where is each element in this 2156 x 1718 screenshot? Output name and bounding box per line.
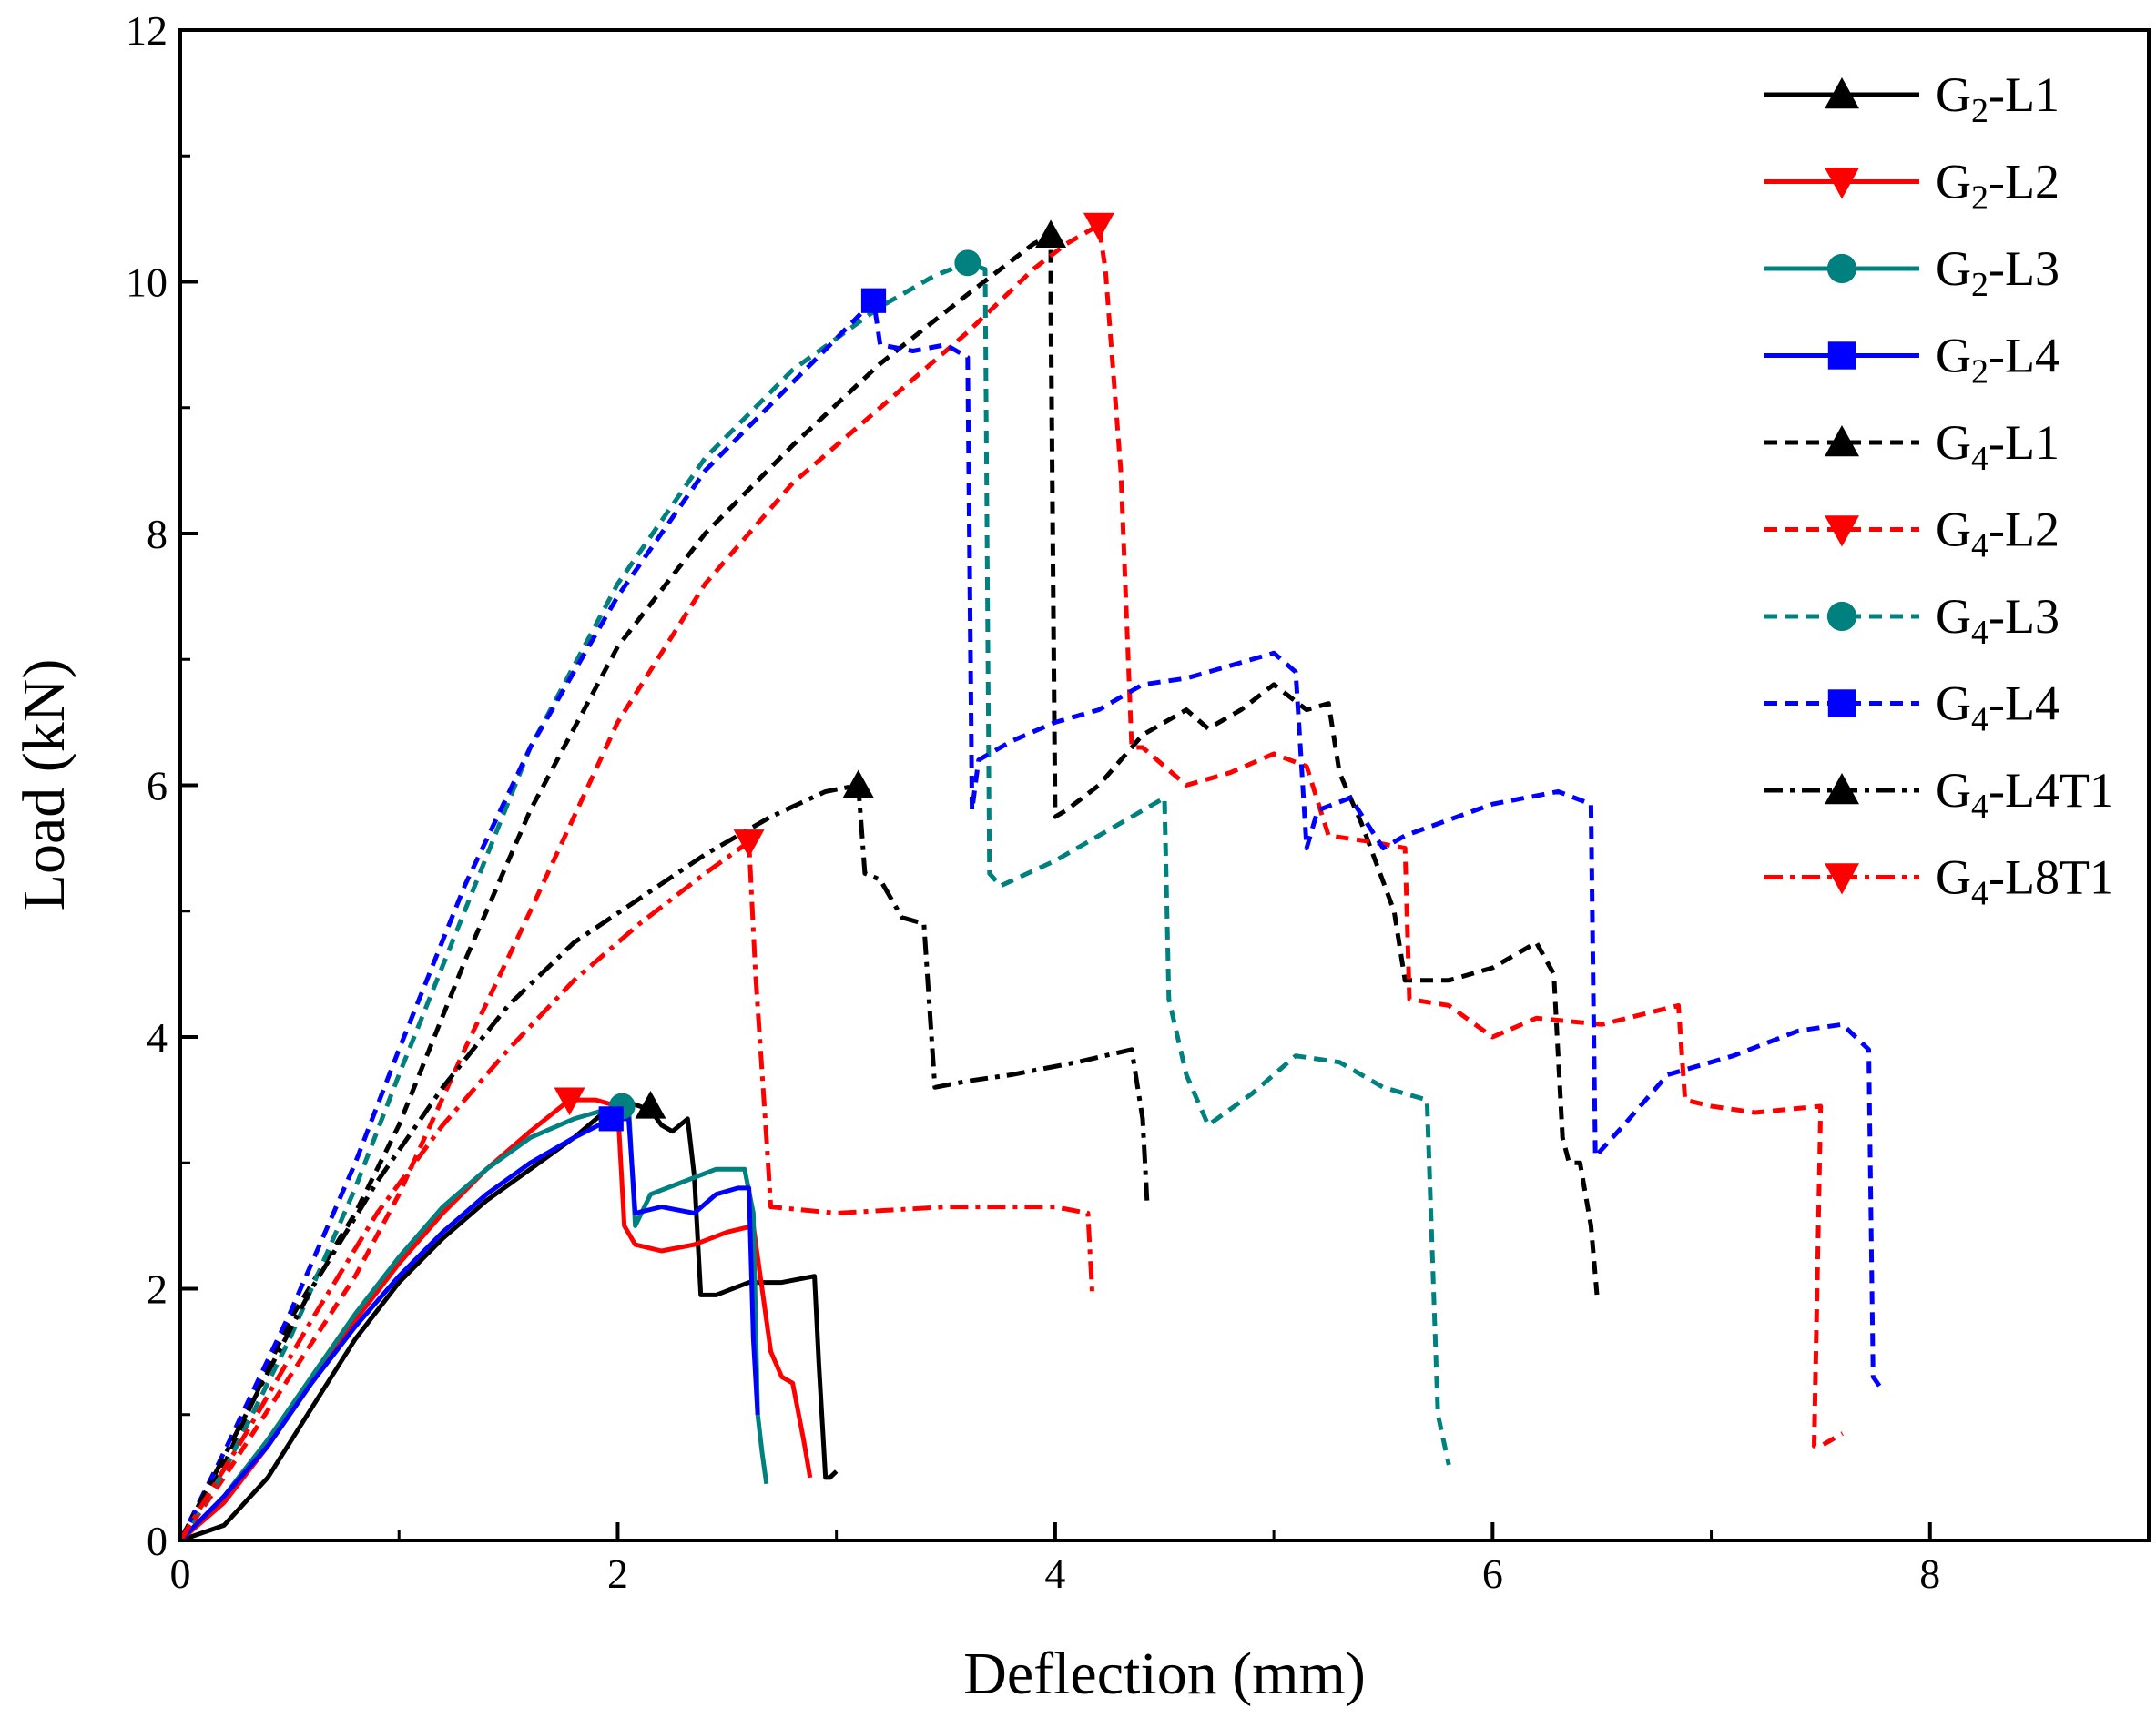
- series-line-g4-l3: [180, 260, 1451, 1540]
- series-marker-g2-l1: [635, 1091, 666, 1119]
- series-line-g2-l4: [180, 1116, 760, 1540]
- legend-item-g2-l1: G2-L1: [1764, 67, 2059, 130]
- y-tick-label: 6: [147, 763, 168, 809]
- legend-label: G4-L4: [1936, 676, 2059, 739]
- legend-label: G2-L2: [1936, 155, 2059, 218]
- series-line-g4-l2: [180, 222, 1844, 1540]
- x-tick-label: 8: [1919, 1550, 1940, 1597]
- x-tick-label: 6: [1482, 1550, 1503, 1597]
- y-axis-title: Load (kN): [11, 659, 77, 911]
- series-line-g4-l1: [180, 232, 1601, 1540]
- legend-marker: [1827, 689, 1856, 717]
- series-marker-g2-l4: [598, 1106, 624, 1132]
- legend-label: G2-L4: [1936, 329, 2059, 391]
- y-tick-label: 8: [147, 511, 168, 557]
- y-tick-label: 10: [126, 259, 168, 306]
- legend-label: G2-L3: [1936, 241, 2059, 304]
- legend-label: G4-L3: [1936, 589, 2059, 652]
- legend-item-g4-l1: G4-L1: [1764, 415, 2059, 478]
- legend-item-g4-l4t1: G4-L4T1: [1764, 763, 2114, 826]
- series-marker-g2-l2: [554, 1087, 585, 1116]
- series-marker-g4-l1: [1035, 219, 1067, 248]
- legend-item-g4-l8t1: G4-L8T1: [1764, 850, 2114, 913]
- legend-marker: [1825, 863, 1859, 895]
- legend-marker: [1825, 515, 1859, 547]
- legend-marker: [1825, 425, 1859, 457]
- legend-item-g4-l4: G4-L4: [1764, 676, 2059, 739]
- legend-item-g2-l4: G2-L4: [1764, 329, 2059, 391]
- legend-label: G4-L2: [1936, 503, 2059, 565]
- x-tick-label: 2: [607, 1550, 628, 1597]
- legend-marker: [1825, 77, 1859, 109]
- legend-label: G2-L1: [1936, 67, 2059, 130]
- x-tick-label: 0: [170, 1550, 191, 1597]
- y-tick-label: 0: [147, 1518, 168, 1564]
- y-tick-label: 2: [147, 1266, 168, 1313]
- legend-label: G4-L8T1: [1936, 850, 2114, 913]
- series-line-g2-l2: [180, 1097, 813, 1540]
- x-axis-title: Deflection (mm): [963, 1641, 1366, 1707]
- legend-item-g4-l3: G4-L3: [1764, 589, 2059, 652]
- series-marker-g4-l8t1: [733, 829, 765, 858]
- legend-item-g4-l2: G4-L2: [1764, 503, 2059, 565]
- legend-marker: [1826, 601, 1857, 632]
- legend-label: G4-L4T1: [1936, 763, 2114, 826]
- series-marker-g4-l3: [954, 249, 981, 277]
- x-tick-label: 4: [1044, 1550, 1065, 1597]
- series-marker-g4-l2: [1083, 212, 1114, 241]
- legend-label: G4-L1: [1936, 415, 2059, 478]
- legend-marker: [1826, 253, 1857, 284]
- legend-item-g2-l2: G2-L2: [1764, 155, 2059, 218]
- legend-marker: [1825, 773, 1859, 805]
- series-marker-g4-l4t1: [842, 769, 874, 798]
- y-tick-label: 12: [126, 7, 168, 54]
- series-marker-g4-l4: [860, 288, 887, 313]
- y-tick-label: 4: [147, 1014, 168, 1061]
- series-line-g4-l8t1: [180, 839, 1095, 1540]
- legend: G2-L1 G2-L2 G2-L3 G2-L4 G4-L1 G4-L2 G4-L3 G4-L4…: [1764, 67, 2114, 913]
- legend-marker: [1825, 168, 1859, 199]
- legend-item-g2-l3: G2-L3: [1764, 241, 2059, 304]
- legend-marker: [1827, 341, 1856, 370]
